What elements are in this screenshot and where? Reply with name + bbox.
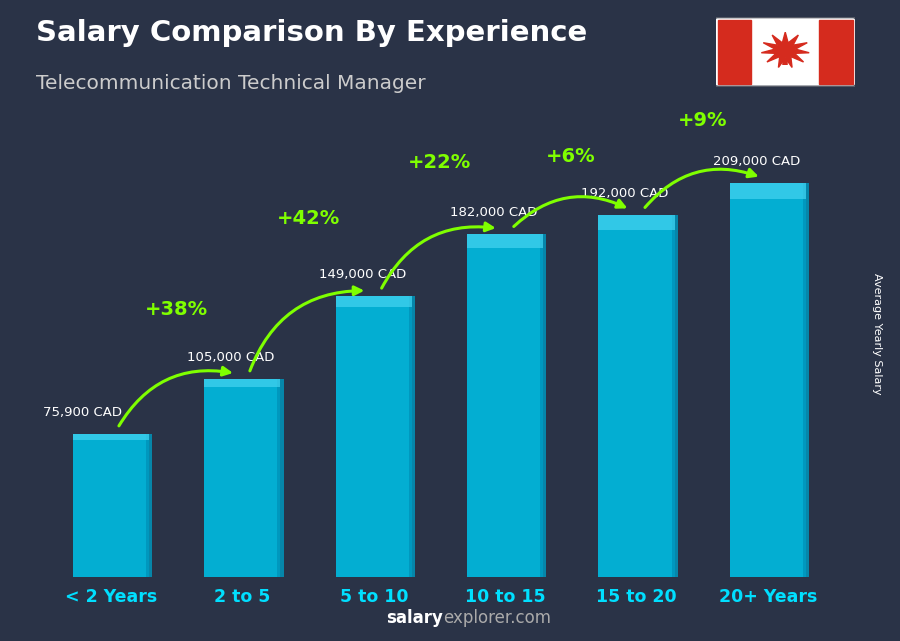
FancyBboxPatch shape (716, 19, 855, 85)
Bar (336, 296, 412, 308)
Polygon shape (761, 32, 809, 67)
Text: Average Yearly Salary: Average Yearly Salary (872, 272, 883, 394)
Text: +22%: +22% (408, 153, 471, 172)
Text: +6%: +6% (546, 147, 596, 166)
Bar (73, 434, 149, 577)
Bar (730, 183, 806, 577)
Text: +9%: +9% (678, 112, 727, 130)
Bar (819, 20, 852, 84)
Text: 75,900 CAD: 75,900 CAD (42, 406, 122, 419)
Text: 149,000 CAD: 149,000 CAD (319, 268, 406, 281)
Bar (409, 296, 415, 577)
Bar (73, 434, 149, 440)
Bar (146, 434, 152, 577)
Bar (336, 296, 412, 577)
Bar (204, 379, 281, 577)
Bar (598, 215, 675, 229)
Text: explorer.com: explorer.com (443, 609, 551, 627)
Bar (277, 379, 284, 577)
Text: +38%: +38% (145, 301, 208, 319)
Text: salary: salary (386, 609, 443, 627)
Text: 105,000 CAD: 105,000 CAD (187, 351, 274, 364)
Text: 182,000 CAD: 182,000 CAD (450, 206, 537, 219)
Text: Telecommunication Technical Manager: Telecommunication Technical Manager (36, 74, 426, 93)
Bar (803, 183, 809, 577)
Bar (718, 20, 752, 84)
Bar (730, 183, 806, 199)
Text: +42%: +42% (276, 209, 339, 228)
Text: Salary Comparison By Experience: Salary Comparison By Experience (36, 19, 587, 47)
Bar (540, 234, 546, 577)
Text: 192,000 CAD: 192,000 CAD (581, 187, 669, 200)
Bar (467, 234, 544, 577)
Bar (204, 379, 281, 387)
Bar (598, 215, 675, 577)
Bar (671, 215, 678, 577)
Bar (467, 234, 544, 248)
Text: 209,000 CAD: 209,000 CAD (713, 155, 800, 168)
